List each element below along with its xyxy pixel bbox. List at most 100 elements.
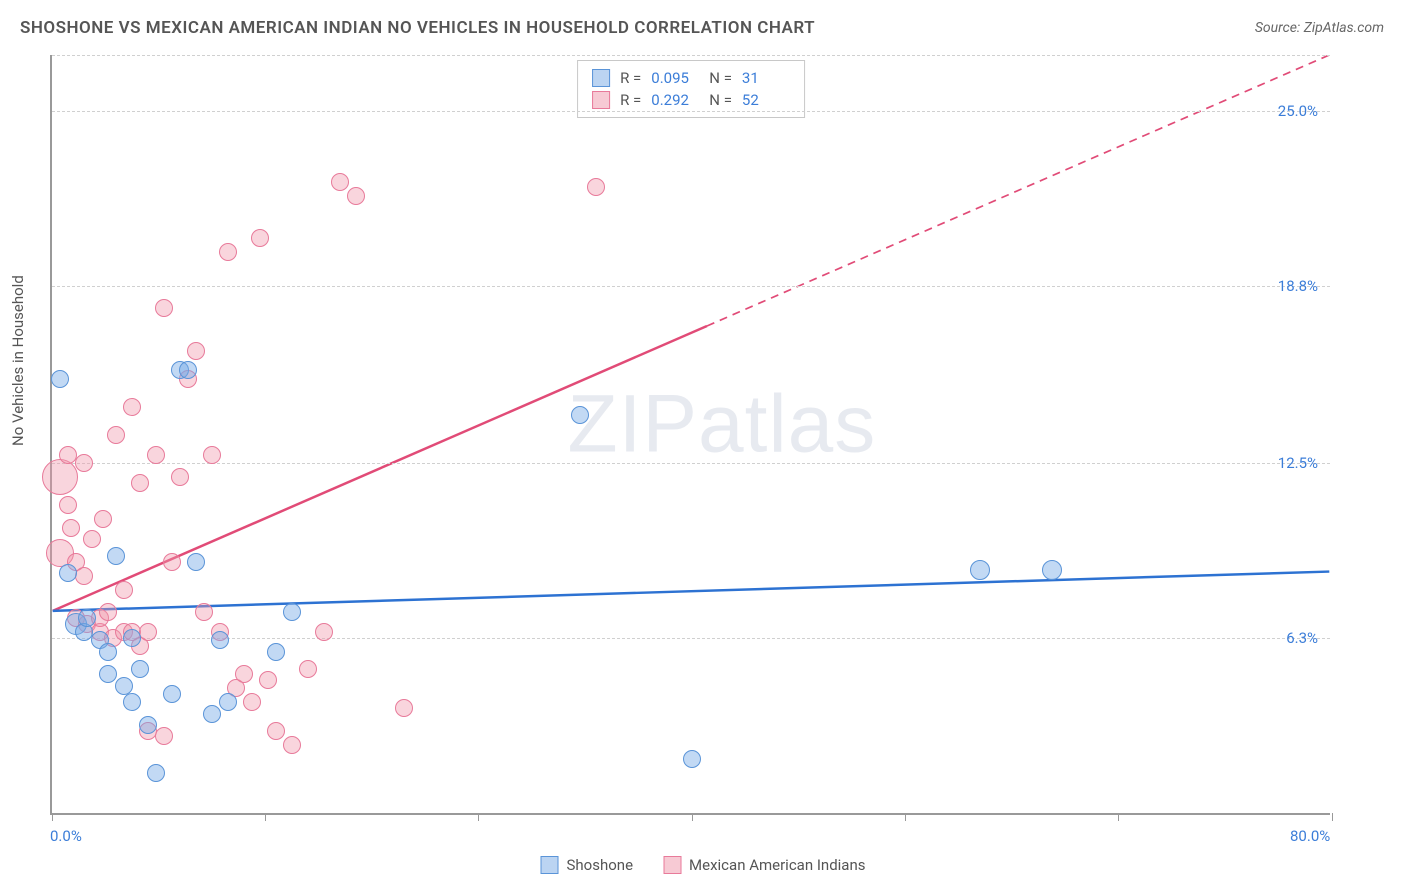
scatter-point-blue: [211, 631, 229, 649]
y-tick-label: 6.3%: [1286, 629, 1318, 647]
scatter-point-pink: [75, 454, 93, 472]
trendline-blue-solid: [53, 572, 1330, 611]
scatter-point-blue: [139, 716, 157, 734]
watermark-thin: atlas: [698, 379, 876, 470]
x-tick: [52, 813, 53, 821]
scatter-point-pink: [99, 603, 117, 621]
plot-area: ZIPatlas R = 0.095 N = 31 R = 0.292 N = …: [50, 55, 1330, 815]
scatter-point-blue: [219, 693, 237, 711]
stat-r-label: R =: [620, 69, 641, 87]
x-tick: [1118, 813, 1119, 821]
y-axis-label: No Vehicles in Household: [9, 275, 27, 446]
swatch-blue-icon: [592, 69, 610, 87]
scatter-point-blue: [267, 643, 285, 661]
scatter-point-pink: [62, 519, 80, 537]
scatter-point-pink: [131, 474, 149, 492]
x-tick: [1332, 813, 1333, 821]
gridline: [52, 111, 1330, 112]
stat-r-pink: 0.292: [651, 91, 699, 109]
scatter-point-blue: [683, 750, 701, 768]
scatter-point-pink: [243, 693, 261, 711]
stat-r-label: R =: [620, 91, 641, 109]
swatch-pink-icon: [592, 91, 610, 109]
x-tick: [692, 813, 693, 821]
stats-row-blue: R = 0.095 N = 31: [592, 67, 790, 89]
scatter-point-blue: [51, 370, 69, 388]
scatter-point-pink: [587, 178, 605, 196]
stat-n-pink: 52: [742, 91, 790, 109]
chart-container: SHOSHONE VS MEXICAN AMERICAN INDIAN NO V…: [0, 0, 1406, 892]
scatter-point-blue: [571, 406, 589, 424]
scatter-point-pink: [83, 530, 101, 548]
scatter-point-blue: [123, 693, 141, 711]
scatter-point-pink: [187, 342, 205, 360]
scatter-point-blue: [78, 609, 96, 627]
y-tick-label: 18.8%: [1278, 277, 1318, 295]
scatter-point-pink: [139, 623, 157, 641]
scatter-point-pink: [115, 581, 133, 599]
y-tick-label: 25.0%: [1278, 102, 1318, 120]
scatter-point-pink: [155, 727, 173, 745]
scatter-point-pink: [395, 699, 413, 717]
scatter-point-pink: [147, 446, 165, 464]
scatter-point-pink: [259, 671, 277, 689]
scatter-point-blue: [59, 564, 77, 582]
x-tick-label: 80.0%: [1290, 827, 1330, 845]
scatter-point-pink: [203, 446, 221, 464]
scatter-point-blue: [1042, 560, 1062, 580]
scatter-point-pink: [235, 665, 253, 683]
scatter-point-blue: [107, 547, 125, 565]
scatter-point-blue: [203, 705, 221, 723]
stats-row-pink: R = 0.292 N = 52: [592, 89, 790, 111]
watermark: ZIPatlas: [567, 378, 876, 472]
trendline-pink-solid: [53, 326, 707, 611]
stat-n-label: N =: [709, 69, 732, 87]
scatter-point-pink: [107, 426, 125, 444]
gridline: [52, 286, 1330, 287]
scatter-point-pink: [195, 603, 213, 621]
scatter-point-blue: [99, 665, 117, 683]
x-tick-label: 0.0%: [50, 827, 82, 845]
x-tick: [478, 813, 479, 821]
scatter-point-pink: [267, 722, 285, 740]
scatter-point-pink: [251, 229, 269, 247]
scatter-point-blue: [131, 660, 149, 678]
legend-label-pink: Mexican American Indians: [689, 856, 865, 874]
scatter-point-blue: [123, 629, 141, 647]
chart-source: Source: ZipAtlas.com: [1255, 20, 1384, 36]
scatter-point-blue: [283, 603, 301, 621]
scatter-point-pink: [283, 736, 301, 754]
x-tick: [265, 813, 266, 821]
scatter-point-pink: [331, 173, 349, 191]
legend-item-pink: Mexican American Indians: [663, 856, 865, 874]
scatter-point-blue: [163, 685, 181, 703]
scatter-point-pink: [347, 187, 365, 205]
scatter-point-pink: [94, 510, 112, 528]
scatter-point-blue: [115, 677, 133, 695]
gridline: [52, 638, 1330, 639]
bottom-legend: Shoshone Mexican American Indians: [541, 856, 866, 874]
legend-item-blue: Shoshone: [541, 856, 634, 874]
scatter-point-blue: [970, 560, 990, 580]
gridline: [52, 55, 1330, 56]
scatter-point-pink: [315, 623, 333, 641]
scatter-point-pink: [59, 496, 77, 514]
gridline: [52, 463, 1330, 464]
scatter-point-blue: [179, 361, 197, 379]
y-tick-label: 12.5%: [1278, 454, 1318, 472]
scatter-point-pink: [299, 660, 317, 678]
scatter-point-blue: [147, 764, 165, 782]
scatter-point-blue: [99, 643, 117, 661]
scatter-point-pink: [163, 553, 181, 571]
stat-r-blue: 0.095: [651, 69, 699, 87]
scatter-point-pink: [75, 567, 93, 585]
legend-label-blue: Shoshone: [567, 856, 634, 874]
watermark-bold: ZIP: [567, 379, 698, 470]
stat-n-label: N =: [709, 91, 732, 109]
scatter-point-pink: [42, 459, 78, 495]
scatter-point-pink: [171, 468, 189, 486]
scatter-point-blue: [187, 553, 205, 571]
legend-swatch-pink-icon: [663, 856, 681, 874]
stat-n-blue: 31: [742, 69, 790, 87]
x-tick: [905, 813, 906, 821]
